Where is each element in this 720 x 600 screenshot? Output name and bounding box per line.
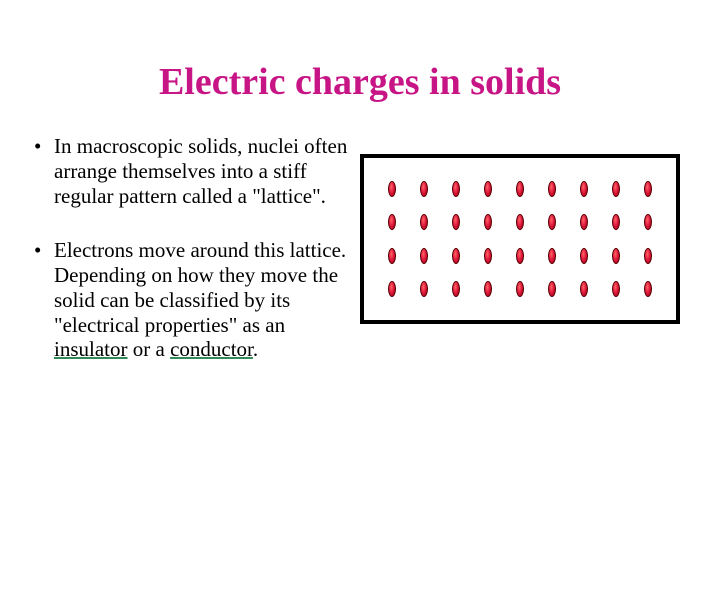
nucleus-icon bbox=[644, 181, 652, 197]
nucleus-icon bbox=[388, 181, 396, 197]
nucleus-icon bbox=[420, 181, 428, 197]
nucleus-icon bbox=[548, 214, 556, 230]
nucleus-icon bbox=[612, 281, 620, 297]
nucleus-icon bbox=[388, 281, 396, 297]
nucleus-icon bbox=[388, 214, 396, 230]
lattice-row bbox=[364, 181, 676, 197]
bullet-text: . bbox=[253, 337, 258, 361]
nucleus-icon bbox=[516, 281, 524, 297]
nucleus-icon bbox=[516, 214, 524, 230]
nucleus-icon bbox=[420, 214, 428, 230]
bullet-1: In macroscopic solids, nuclei often arra… bbox=[30, 134, 350, 208]
text-column: In macroscopic solids, nuclei often arra… bbox=[30, 134, 360, 392]
bullet-list: In macroscopic solids, nuclei often arra… bbox=[30, 134, 350, 362]
nucleus-icon bbox=[580, 214, 588, 230]
bullet-text: Electrons move around this lattice. Depe… bbox=[54, 238, 346, 336]
nucleus-icon bbox=[452, 248, 460, 264]
nucleus-icon bbox=[420, 281, 428, 297]
nucleus-icon bbox=[580, 248, 588, 264]
nucleus-icon bbox=[420, 248, 428, 264]
nucleus-icon bbox=[452, 181, 460, 197]
lattice-diagram bbox=[360, 154, 680, 324]
nucleus-icon bbox=[484, 281, 492, 297]
nucleus-icon bbox=[484, 181, 492, 197]
nucleus-icon bbox=[580, 181, 588, 197]
nucleus-icon bbox=[548, 248, 556, 264]
underlined-term: conductor bbox=[170, 337, 253, 361]
lattice-row bbox=[364, 248, 676, 264]
underlined-term: insulator bbox=[54, 337, 128, 361]
diagram-column bbox=[360, 134, 690, 392]
nucleus-icon bbox=[644, 281, 652, 297]
nucleus-icon bbox=[484, 248, 492, 264]
nucleus-icon bbox=[580, 281, 588, 297]
nucleus-icon bbox=[516, 181, 524, 197]
nucleus-icon bbox=[452, 214, 460, 230]
slide-title: Electric charges in solids bbox=[0, 60, 720, 104]
nucleus-icon bbox=[548, 281, 556, 297]
nucleus-icon bbox=[644, 214, 652, 230]
lattice-row bbox=[364, 281, 676, 297]
nucleus-icon bbox=[484, 214, 492, 230]
bullet-text: or a bbox=[128, 337, 171, 361]
nucleus-icon bbox=[388, 248, 396, 264]
nucleus-icon bbox=[452, 281, 460, 297]
lattice-row bbox=[364, 214, 676, 230]
nucleus-icon bbox=[516, 248, 524, 264]
nucleus-icon bbox=[612, 248, 620, 264]
nucleus-icon bbox=[644, 248, 652, 264]
nucleus-icon bbox=[612, 181, 620, 197]
content-row: In macroscopic solids, nuclei often arra… bbox=[0, 134, 720, 392]
nucleus-icon bbox=[548, 181, 556, 197]
nucleus-icon bbox=[612, 214, 620, 230]
bullet-2: Electrons move around this lattice. Depe… bbox=[30, 238, 350, 362]
